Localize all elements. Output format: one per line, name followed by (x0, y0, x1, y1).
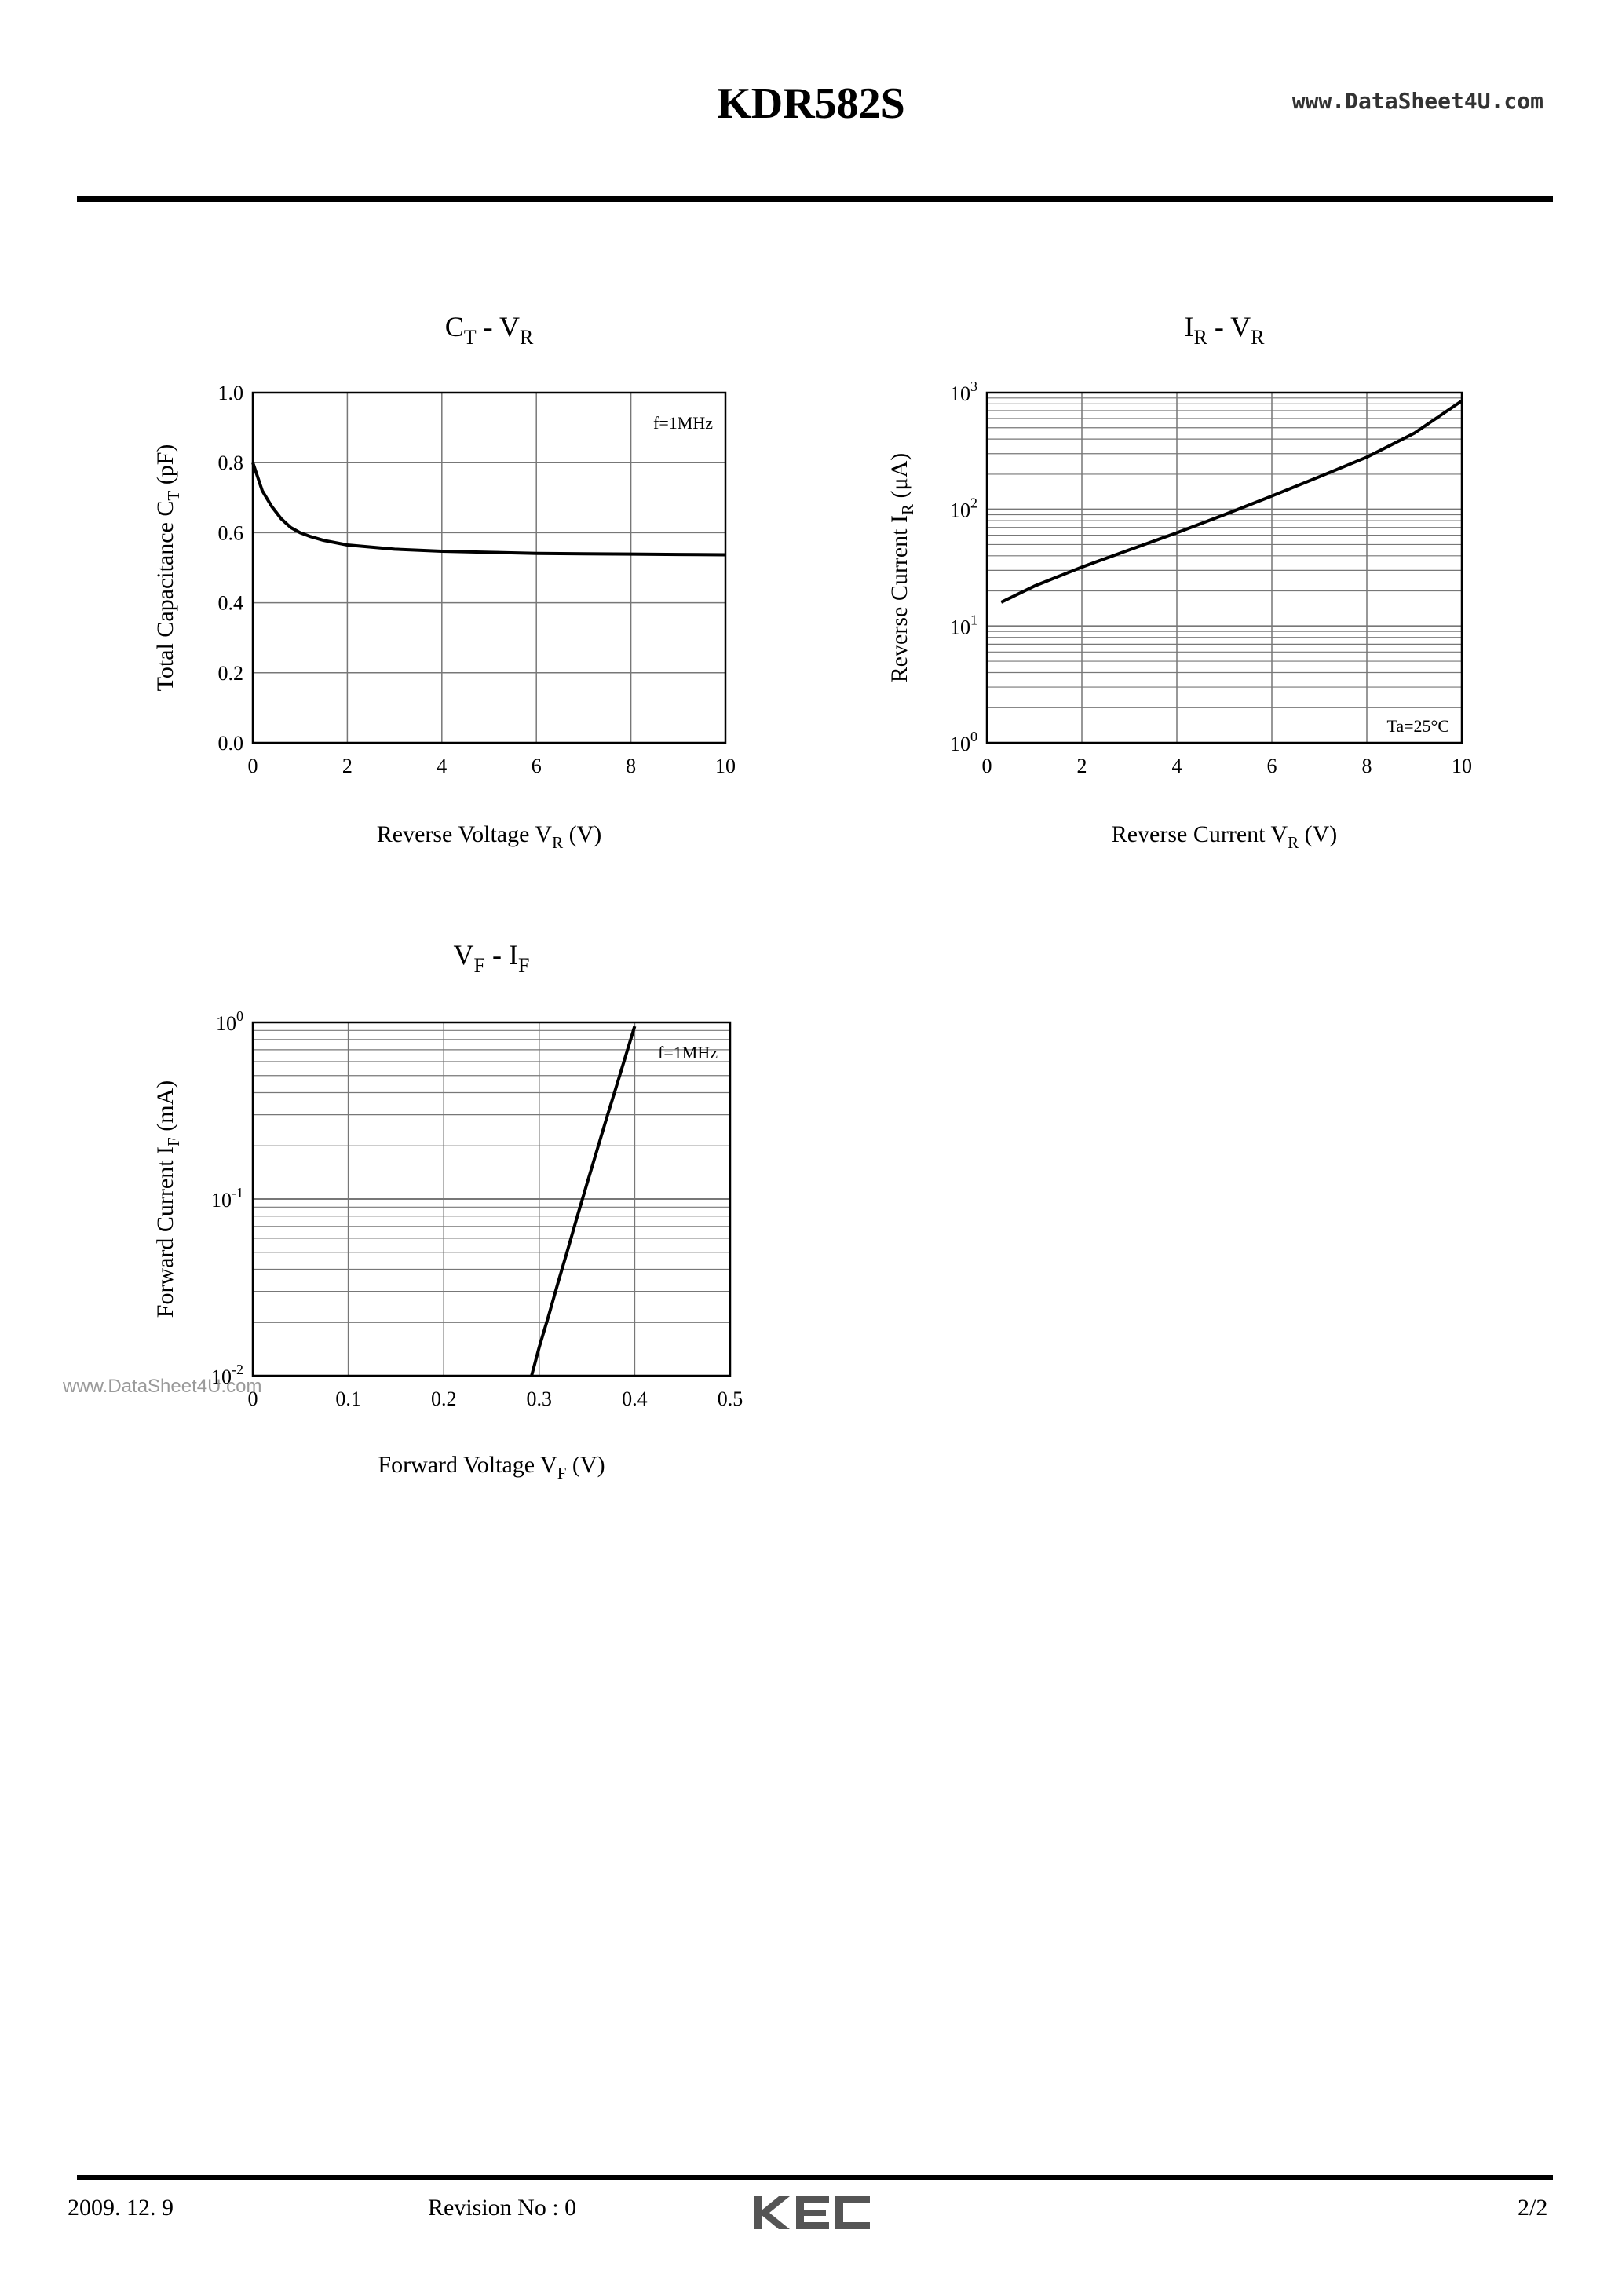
x-tick-label: 4 (1172, 755, 1182, 777)
y-axis-label: Forward Current IF (mA) (152, 1080, 183, 1318)
x-axis-label: Reverse Voltage VR (V) (377, 821, 601, 852)
chart-1: 0 2 4 6 8 10 0.0 0.2 0.4 0.6 0.8 1.0 CT - VR Reverse … (152, 311, 736, 852)
y-tick-label: 1.0 (218, 382, 244, 404)
data-series-line (530, 1026, 637, 1377)
chart-3: 0 0.1 0.2 0.3 0.4 0.5 10-2 10-1 100 VF - IF Forwar… (152, 939, 743, 1483)
chart-annotation: Ta=25°C (1386, 716, 1449, 736)
chart-2: 0 2 4 6 8 10 100 101 102 103 IR - VR Reverse Curren… (886, 311, 1472, 852)
data-series-line (1000, 399, 1463, 604)
x-tick-label: 0.2 (431, 1387, 457, 1410)
y-tick-label: 0.0 (218, 732, 244, 755)
x-tick-label: 0 (248, 755, 258, 777)
x-tick-label: 8 (1362, 755, 1372, 777)
chart-title: VF - IF (454, 939, 530, 977)
y-tick-label: 101 (950, 612, 977, 638)
x-tick-label: 2 (1077, 755, 1087, 777)
chart-title: IR - VR (1184, 311, 1265, 349)
header-divider (77, 196, 1553, 202)
plot-frame (985, 391, 1463, 744)
x-axis-label: Reverse Current VR (V) (1112, 821, 1338, 852)
x-tick-label: 0.3 (527, 1387, 553, 1410)
x-tick-label: 10 (1452, 755, 1472, 777)
page-number: 2/2 (1518, 2195, 1548, 2221)
plot-frame (251, 391, 727, 744)
x-tick-label: 8 (626, 755, 636, 777)
y-tick-label: 10-2 (211, 1362, 243, 1388)
footer-revision: Revision No : 0 (428, 2195, 577, 2221)
y-tick-label: 0.8 (218, 452, 244, 474)
part-number-title: KDR582S (717, 79, 905, 128)
kec-logo (754, 2196, 870, 2229)
chart-annotation: f=1MHz (658, 1043, 718, 1062)
y-tick-label: 10-1 (211, 1185, 243, 1212)
y-tick-label: 0.2 (218, 662, 244, 685)
x-tick-label: 0 (248, 1387, 258, 1410)
watermark: www.DataSheet4U.com (63, 1376, 262, 1397)
chart-annotation: f=1MHz (653, 413, 713, 433)
y-tick-label: 0.6 (218, 521, 244, 544)
x-tick-label: 2 (342, 755, 353, 777)
x-tick-label: 0 (982, 755, 992, 777)
x-tick-label: 6 (1267, 755, 1277, 777)
x-tick-label: 4 (437, 755, 447, 777)
y-tick-label: 102 (950, 495, 977, 522)
data-series-line (251, 462, 726, 557)
x-tick-label: 0.1 (335, 1387, 361, 1410)
x-tick-label: 0.5 (718, 1387, 743, 1410)
y-tick-label: 103 (950, 378, 977, 405)
footer-date: 2009. 12. 9 (68, 2195, 174, 2221)
site-url[interactable]: www.DataSheet4U.com (1291, 88, 1543, 114)
y-axis-label: Reverse Current IR (μA) (886, 453, 917, 683)
x-tick-label: 6 (532, 755, 542, 777)
x-tick-label: 0.4 (622, 1387, 648, 1410)
footer-divider (77, 2175, 1553, 2180)
y-tick-label: 0.4 (218, 592, 244, 615)
y-axis-label: Total Capacitance CT (pF) (152, 444, 183, 692)
y-tick-label: 100 (950, 729, 977, 755)
x-axis-label: Forward Voltage VF (V) (378, 1452, 605, 1483)
y-tick-label: 100 (216, 1008, 243, 1035)
plot-frame (251, 1021, 732, 1377)
chart-title: CT - VR (445, 311, 534, 349)
x-tick-label: 10 (715, 755, 736, 777)
